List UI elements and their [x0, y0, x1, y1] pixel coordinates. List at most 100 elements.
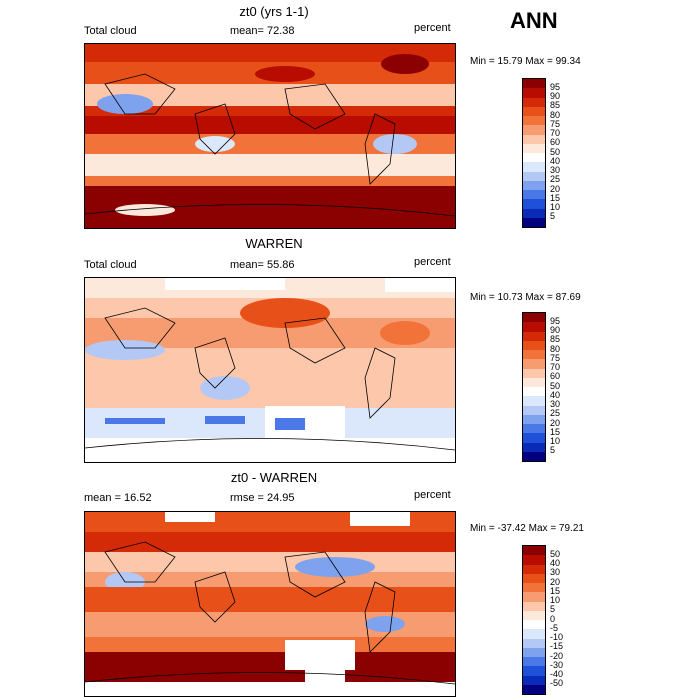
colorbar-segment: [523, 442, 545, 452]
colorbar-segment: [523, 629, 545, 639]
colorbar-segment: [523, 190, 545, 200]
colorbar-segment: [523, 610, 545, 620]
panel-2-map: [84, 277, 456, 463]
panel-3-colorbar: [522, 545, 546, 695]
colorbar-level-label: 40: [550, 155, 561, 166]
colorbar-level-label: 60: [550, 371, 561, 382]
panel-1-colorbar: [522, 78, 546, 228]
colorbar-level-label: 5: [550, 445, 556, 456]
colorbar-level-label: 85: [550, 334, 561, 345]
colorbar-segment: [523, 647, 545, 657]
colorbar-level-label: 30: [550, 165, 561, 175]
colorbar-segment: [523, 368, 545, 378]
panel-2-center-label: mean= 55.86: [230, 259, 295, 271]
panel-3-map: [84, 511, 456, 697]
colorbar-segment: [523, 322, 545, 332]
colorbar-segment: [523, 684, 545, 694]
colorbar-level-label: 5: [550, 604, 556, 615]
colorbar-segment: [523, 125, 545, 135]
colorbar-level-label: 75: [550, 352, 561, 363]
colorbar-segment: [523, 377, 545, 387]
colorbar-segment: [523, 396, 545, 406]
colorbar-segment: [523, 414, 545, 424]
colorbar-level-label: 95: [550, 315, 561, 326]
colorbar-segment: [523, 405, 545, 415]
colorbar-segment: [523, 153, 545, 163]
colorbar-level-label: 0: [550, 613, 556, 624]
panel-2-minmax: Min = 10.73 Max = 87.69: [470, 292, 581, 303]
panel-2-left-label: Total cloud: [84, 259, 137, 271]
colorbar-segment: [523, 620, 545, 630]
colorbar-segment: [523, 601, 545, 611]
colorbar-level-label: -40: [550, 669, 564, 679]
colorbar-level-label: 25: [550, 174, 561, 185]
colorbar-segment: [523, 79, 545, 89]
panel-1-map-field: [85, 44, 455, 228]
colorbar-level-label: -50: [550, 678, 564, 689]
colorbar-segment: [523, 88, 545, 98]
colorbar-segment: [523, 199, 545, 209]
colorbar-level-label: 80: [550, 109, 561, 120]
colorbar-level-label: 90: [550, 91, 561, 101]
colorbar-level-label: 20: [550, 183, 561, 194]
colorbar-level-label: 50: [550, 548, 561, 559]
colorbar-segment: [523, 340, 545, 350]
colorbar-segment: [523, 359, 545, 369]
panel-1-minmax: Min = 15.79 Max = 99.34: [470, 56, 581, 67]
colorbar-level-label: 70: [550, 128, 561, 138]
colorbar-segment: [523, 180, 545, 190]
colorbar-segment: [523, 143, 545, 153]
colorbar-level-label: 50: [550, 380, 561, 391]
colorbar-level-label: -20: [550, 650, 564, 661]
colorbar-level-label: 20: [550, 417, 561, 428]
colorbar-level-label: 15: [550, 585, 561, 596]
colorbar-segment: [523, 97, 545, 107]
colorbar-segment: [523, 451, 545, 461]
colorbar-level-label: 50: [550, 146, 561, 157]
colorbar-level-label: 75: [550, 118, 561, 129]
panel-3-minmax: Min = -37.42 Max = 79.21: [470, 523, 584, 534]
colorbar-level-label: 40: [550, 389, 561, 400]
colorbar-level-label: 60: [550, 137, 561, 148]
colorbar-segment: [523, 313, 545, 323]
panel-3-map-field: [85, 512, 455, 696]
panel-3-left-label: mean = 16.52: [84, 492, 152, 504]
colorbar-segment: [523, 424, 545, 434]
panel-3-title: zt0 - WARREN: [230, 470, 318, 485]
colorbar-segment: [523, 208, 545, 218]
colorbar-level-label: 70: [550, 362, 561, 372]
colorbar-level-label: 90: [550, 325, 561, 335]
colorbar-segment: [523, 583, 545, 593]
colorbar-level-label: 40: [550, 558, 561, 568]
colorbar-segment: [523, 675, 545, 685]
panel-1-left-label: Total cloud: [84, 25, 137, 37]
colorbar-level-label: 20: [550, 576, 561, 587]
colorbar-level-label: -30: [550, 659, 564, 670]
colorbar-segment: [523, 433, 545, 443]
colorbar-segment: [523, 331, 545, 341]
panel-1-right-label: percent: [414, 22, 451, 34]
colorbar-segment: [523, 546, 545, 556]
panel-1-title: zt0 (yrs 1-1): [239, 4, 309, 19]
colorbar-level-label: 25: [550, 408, 561, 419]
colorbar-segment: [523, 573, 545, 583]
colorbar-segment: [523, 106, 545, 116]
colorbar-segment: [523, 638, 545, 648]
colorbar-segment: [523, 657, 545, 667]
colorbar-level-label: 10: [550, 595, 561, 605]
colorbar-segment: [523, 592, 545, 602]
season-label: ANN: [510, 8, 558, 33]
colorbar-segment: [523, 217, 545, 227]
colorbar-level-label: 80: [550, 343, 561, 354]
colorbar-level-label: 30: [550, 567, 561, 578]
colorbar-level-label: 95: [550, 81, 561, 92]
panel-3-center-label: rmse = 24.95: [230, 492, 295, 504]
colorbar-segment: [523, 171, 545, 181]
colorbar-level-label: 85: [550, 100, 561, 111]
colorbar-level-label: 10: [550, 202, 561, 212]
panel-1-center-label: mean= 72.38: [230, 25, 295, 37]
panel-1-map: [84, 43, 456, 229]
colorbar-level-label: -5: [550, 622, 559, 633]
colorbar-segment: [523, 666, 545, 676]
colorbar-level-label: 30: [550, 399, 561, 409]
